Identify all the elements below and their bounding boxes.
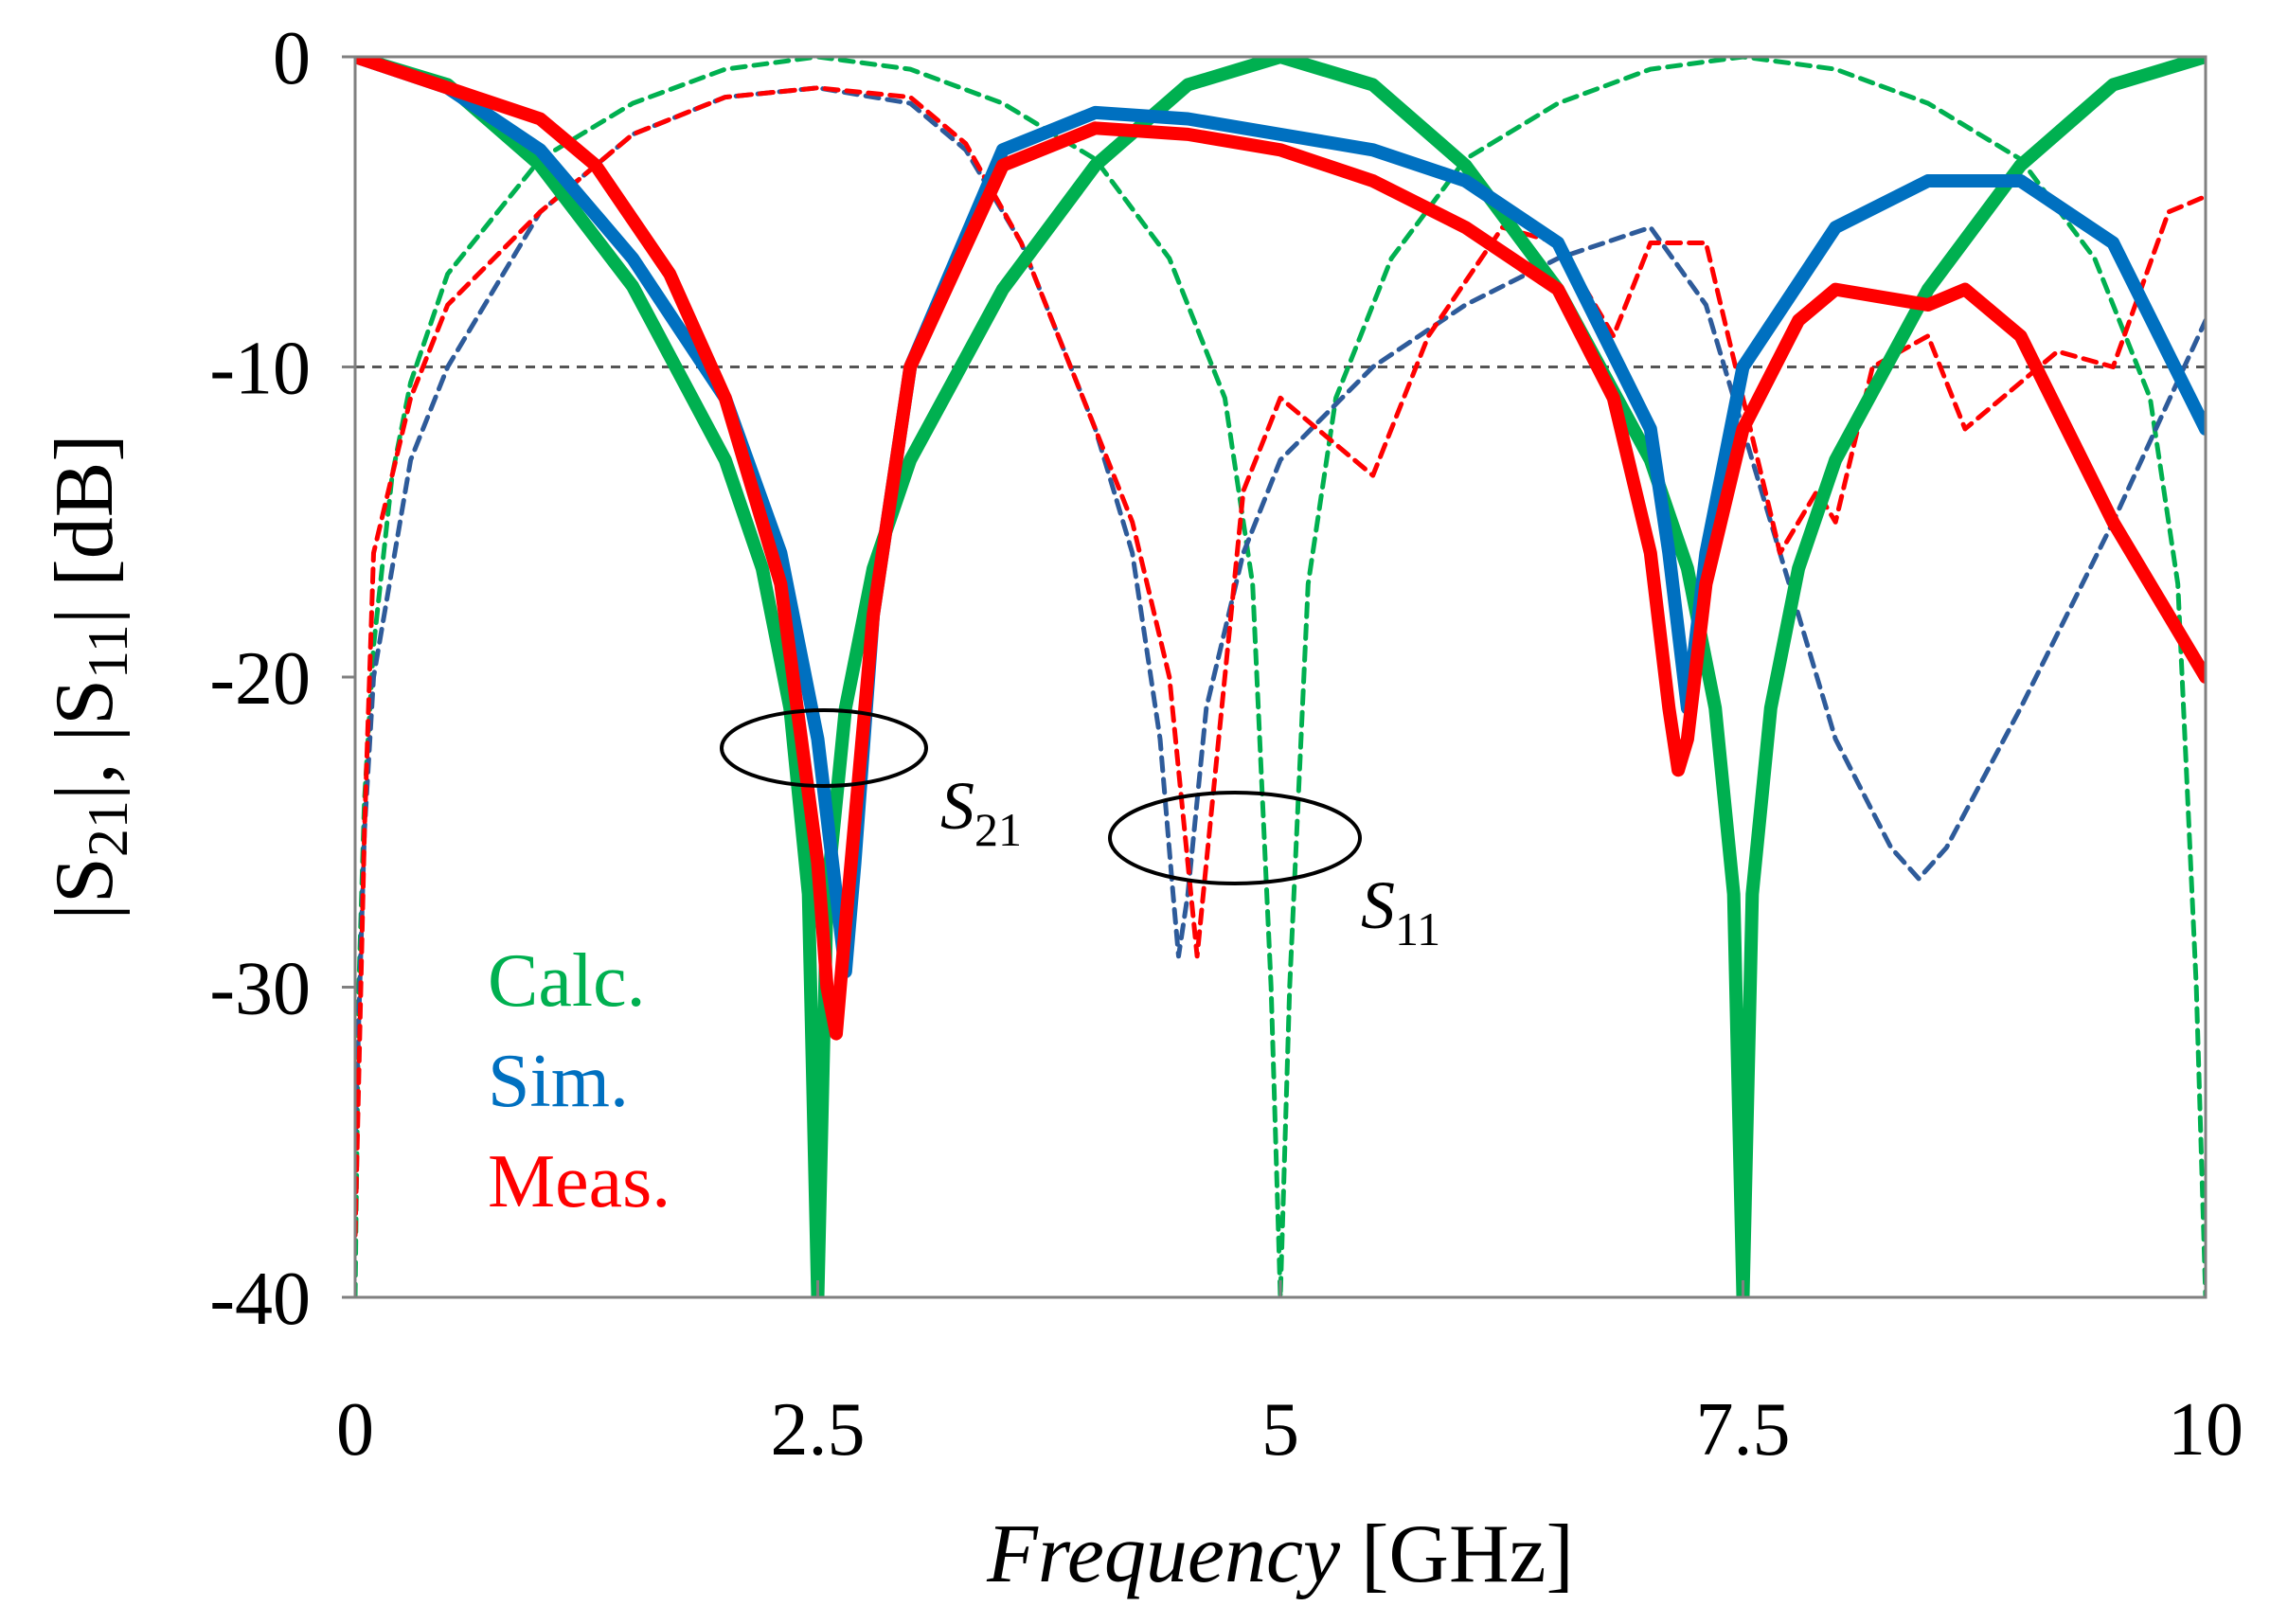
s11-annotation-label: S11 — [1361, 867, 1440, 955]
y-axis-title: |S21|, |S11| [dB] — [39, 434, 139, 919]
series-line-calc-s21 — [355, 57, 2206, 1297]
plot-background — [355, 57, 2206, 1297]
y-tick-label: -10 — [209, 328, 311, 411]
tick-layer: 0 2.5 5 7.5 10 0 -10 -20 -30 -40 — [209, 17, 2243, 1472]
x-axis-title-italic: Frequency — [986, 1508, 1341, 1600]
s21-annotation-label: S21 — [940, 768, 1022, 856]
series-line-meas-s21 — [355, 57, 2206, 1041]
s21-annotation-sub: 21 — [974, 803, 1022, 856]
x-tick-label: 0 — [336, 1388, 374, 1472]
legend-sim: Sim. — [488, 1040, 629, 1123]
s11-annotation-ring — [1108, 791, 1362, 885]
x-tick-label: 10 — [2168, 1388, 2243, 1472]
x-tick-label: 7.5 — [1696, 1388, 1791, 1472]
y-tick-label: 0 — [273, 17, 311, 100]
legend: Calc. Sim. Meas. — [488, 939, 670, 1223]
y-tick-label: -20 — [209, 637, 311, 721]
series-layer — [355, 57, 2206, 1297]
s21-annotation-ring — [720, 708, 928, 788]
series-line-calc-s11 — [355, 57, 2206, 1297]
x-tick-label: 5 — [1261, 1388, 1299, 1472]
legend-meas: Meas. — [488, 1140, 670, 1223]
x-axis-title-unit: [GHz] — [1340, 1508, 1574, 1600]
legend-calc: Calc. — [488, 939, 646, 1023]
s11-annotation-sub: 11 — [1395, 902, 1440, 955]
x-tick-label: 2.5 — [771, 1388, 866, 1472]
x-axis-title: Frequency [GHz] — [986, 1508, 1574, 1600]
s11-annotation-base: S — [1361, 867, 1395, 943]
s21-annotation-base: S — [940, 768, 974, 844]
y-tick-label: -40 — [209, 1258, 311, 1341]
y-tick-label: -30 — [209, 948, 311, 1031]
